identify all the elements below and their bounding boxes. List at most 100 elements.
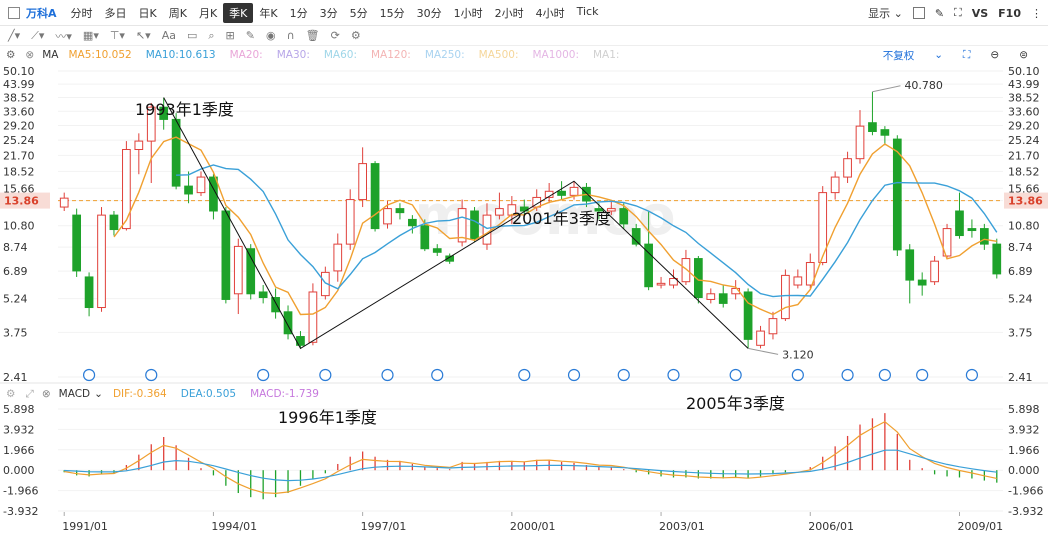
candle-body [159, 106, 169, 120]
magnet-icon[interactable]: ∩ [286, 29, 295, 42]
period-tab[interactable]: 2小时 [494, 6, 524, 20]
period-tab[interactable]: 周K [168, 6, 187, 20]
close-icon[interactable]: ⊗ [25, 49, 35, 61]
period-tab[interactable]: 15分 [379, 6, 405, 20]
square-icon[interactable] [912, 7, 925, 19]
price-tick-right: 43.99 [1008, 78, 1040, 91]
sync-icon[interactable]: ⟳ [330, 29, 340, 42]
candle-body [706, 293, 716, 300]
event-marker-icon [667, 368, 680, 382]
menu-icon[interactable]: ⊜ [1019, 49, 1028, 61]
price-tick-left: 15.66 [3, 182, 35, 195]
search-icon[interactable]: ⌕ [208, 28, 215, 42]
line-tool-icon[interactable]: ╱▾ [8, 29, 21, 42]
ma-label[interactable]: MA [42, 49, 59, 61]
period-tab[interactable]: 年K [259, 6, 278, 20]
price-tick-right: 5.24 [1008, 293, 1033, 306]
vs-button[interactable]: VS [971, 6, 989, 20]
candle-body [619, 208, 629, 225]
candle-body [209, 176, 218, 212]
ma-indicator-bar: ⚙ ⊗ MA MA5:10.052 MA10:10.613 MA20: MA30: MA… [0, 46, 1048, 64]
period-tab[interactable]: 30分 [416, 6, 442, 20]
macd-tick-right: -1.966 [1008, 485, 1043, 498]
trash-icon[interactable]: 🗑 [305, 29, 320, 42]
period-tab[interactable]: 1分 [289, 6, 308, 20]
macd-hist: MACD:-1.739 [250, 388, 319, 400]
grid-tool-icon[interactable]: ▦▾ [82, 29, 99, 42]
event-marker-icon [431, 368, 444, 382]
current-price-right: 13.86 [1008, 195, 1043, 208]
text-tool-icon[interactable]: Aa [161, 29, 176, 42]
candle-body [445, 255, 455, 262]
candle-body [358, 163, 367, 201]
period-tabs: 分时 多日 日K 周K 月K 季K 年K 1分 3分 5分 15分 30分 1小时 2小时 4小时 Tick [65, 2, 605, 23]
trend-line [163, 97, 749, 350]
settings-icon[interactable]: ⚙ [350, 29, 361, 42]
candle-body [830, 176, 840, 194]
macd-tick-left: 1.966 [3, 444, 35, 457]
candle-body [370, 163, 380, 230]
display-label: 显示 [868, 7, 891, 20]
event-marker-icon [791, 368, 804, 382]
period-tab[interactable]: 日K [138, 6, 157, 20]
high-marker: 40.780 [904, 79, 943, 92]
candle-body [146, 106, 156, 142]
period-tab[interactable]: 月K [198, 6, 218, 20]
expand-icon[interactable]: ⤢ [25, 387, 34, 400]
period-tab[interactable]: 多日 [104, 6, 127, 20]
macd-tick-right: 3.932 [1008, 423, 1040, 436]
candle-body [333, 243, 343, 272]
price-tick-right: 2.41 [1008, 371, 1033, 384]
event-marker-icon [381, 368, 394, 382]
price-tick-left: 21.70 [3, 149, 35, 162]
price-tick-left: 43.99 [3, 78, 35, 91]
pin-tool-icon[interactable]: ⊤▾ [109, 29, 125, 42]
period-tab[interactable]: Tick [576, 4, 599, 18]
more-icon[interactable]: ⋮ [1031, 6, 1042, 20]
compare-icon[interactable]: ⛶ [963, 48, 971, 61]
macd-tick-left: 5.898 [3, 403, 35, 416]
period-tab[interactable]: 季K [223, 2, 254, 23]
price-tick-left: 50.10 [3, 65, 35, 78]
gear-icon[interactable]: ⚙ [6, 49, 16, 61]
pen-icon[interactable]: ✎ [934, 6, 945, 20]
period-tab[interactable]: 分时 [70, 6, 93, 20]
annotation-2005: 2005年3季度 [686, 394, 785, 413]
pencil-icon[interactable]: ✎ [245, 29, 255, 42]
candle-body [246, 248, 256, 295]
candle-body [756, 330, 765, 346]
candle-body [395, 208, 405, 214]
chevron-down-icon: ⌄ [893, 7, 903, 20]
ruler-icon[interactable]: ⊞ [225, 29, 235, 42]
top-toolbar: 万科A 分时 多日 日K 周K 月K 季K 年K 1分 3分 5分 15分 30分 1小时 2小时 4小时 T… [0, 0, 1048, 26]
adjust-select[interactable]: 不复权 [882, 49, 915, 62]
minus-icon[interactable]: ⊖ [990, 49, 1000, 61]
candle-body [457, 208, 467, 243]
arrow-tool-icon[interactable]: ↖▾ [135, 29, 151, 42]
period-tab[interactable]: 4小时 [535, 6, 565, 20]
candle-body [233, 245, 243, 295]
wave-tool-icon[interactable]: 〰▾ [55, 29, 72, 43]
checkbox-icon[interactable] [8, 6, 20, 19]
annotation-1993: 1993年1季度 [135, 100, 234, 119]
stock-symbol[interactable]: 万科A [26, 6, 57, 20]
eye-icon[interactable]: ◉ [265, 29, 276, 42]
chevron-down-icon[interactable]: ⌄ [94, 388, 103, 400]
display-menu[interactable]: 显示 ⌄ [868, 5, 903, 21]
gear-icon[interactable]: ⚙ [6, 388, 16, 400]
period-tab[interactable]: 5分 [349, 6, 368, 20]
chevron-down-icon[interactable]: ⌄ [934, 49, 944, 61]
price-tick-left: 10.80 [3, 220, 35, 233]
expand-icon[interactable]: ⛶ [954, 6, 962, 19]
macd-label[interactable]: MACD [58, 388, 91, 400]
close-icon[interactable]: ⊗ [41, 388, 51, 400]
f10-button[interactable]: F10 [998, 6, 1021, 20]
path-tool-icon[interactable]: ⟋▾ [31, 28, 45, 42]
event-marker-icon [319, 368, 332, 382]
period-tab[interactable]: 1小时 [453, 6, 483, 20]
period-tab[interactable]: 3分 [319, 6, 338, 20]
price-tick-left: 6.89 [3, 265, 28, 278]
comment-icon[interactable]: ▭ [186, 29, 198, 42]
low-marker: 3.120 [782, 348, 814, 361]
